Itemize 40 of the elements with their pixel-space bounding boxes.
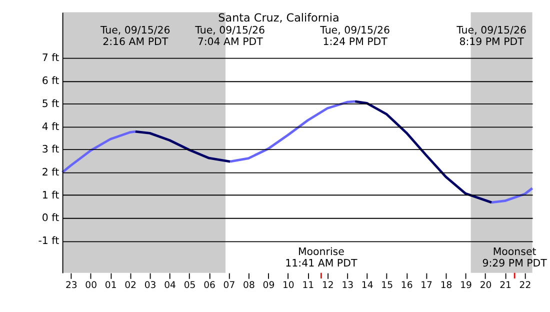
x-tick-label: 04 xyxy=(164,280,176,292)
x-tick-label: 20 xyxy=(480,280,492,292)
annotation: Tue, 09/15/26 1:24 PM PDT xyxy=(319,26,390,48)
ref-line-label: Moonset 9:29 PM PDT xyxy=(482,247,548,270)
x-tick-label: 12 xyxy=(322,280,334,292)
y-tick-label: 2 ft xyxy=(42,168,60,179)
y-tick-label: 6 ft xyxy=(42,76,60,88)
y-tick-label: 7 ft xyxy=(42,53,60,64)
x-tick-label: 14 xyxy=(361,280,374,292)
x-tick-label: 19 xyxy=(460,280,472,292)
x-tick-label: 06 xyxy=(204,280,216,292)
y-tick-label: -1 ft xyxy=(38,236,60,248)
x-tick-label: 15 xyxy=(381,280,394,292)
annotation: Tue, 09/15/26 7:04 AM PDT xyxy=(194,26,265,48)
x-tick-label: 21 xyxy=(500,280,512,292)
y-tick-label: 5 ft xyxy=(42,98,60,110)
y-tick-label: 4 ft xyxy=(42,122,60,133)
ref-line-label: Moonrise 11:41 AM PDT xyxy=(285,247,358,270)
x-tick-label: 05 xyxy=(184,280,196,292)
x-tick-label: 07 xyxy=(223,280,236,292)
x-tick-label: 10 xyxy=(282,280,294,292)
x-tick-label: 11 xyxy=(302,280,314,292)
x-tick-label: 03 xyxy=(144,280,156,292)
annotation: Tue, 09/15/26 2:16 AM PDT xyxy=(99,26,170,48)
x-tick-label: 17 xyxy=(420,280,433,292)
y-tick-label: 1 ft xyxy=(42,190,60,202)
y-tick-label: 3 ft xyxy=(42,144,60,156)
annotation: Tue, 09/15/26 8:19 PM PDT xyxy=(456,26,526,48)
x-tick-label: 13 xyxy=(342,280,354,292)
y-tick-label: 0 ft xyxy=(42,213,60,224)
x-tick-label: 02 xyxy=(124,280,136,292)
x-tick-label: 23 xyxy=(65,280,78,292)
x-tick-label: 18 xyxy=(440,280,452,292)
x-tick-label: 08 xyxy=(243,280,255,292)
x-tick-label: 16 xyxy=(400,280,413,292)
chart-title: Santa Cruz, California xyxy=(218,12,340,25)
x-tick-label: 22 xyxy=(519,280,532,292)
x-tick-label: 01 xyxy=(104,280,117,292)
x-tick-label: 09 xyxy=(262,280,275,292)
x-tick-label: 00 xyxy=(85,280,98,292)
